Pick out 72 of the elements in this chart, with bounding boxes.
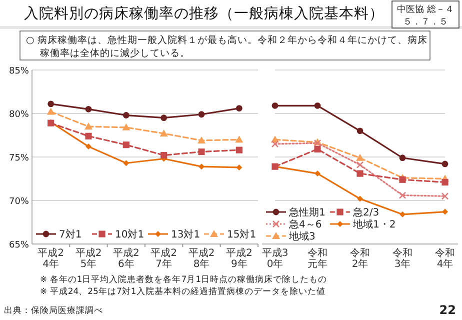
point — [356, 128, 364, 134]
y-tick-label: 75% — [8, 154, 30, 164]
x-tick-label: 令和3年 — [392, 247, 412, 270]
point — [271, 140, 279, 148]
point — [398, 192, 406, 199]
point — [399, 176, 406, 183]
y-tick-label: 70% — [8, 197, 30, 207]
x-tick-label: 平成24年 — [38, 247, 64, 270]
point — [160, 114, 168, 122]
point — [400, 211, 406, 218]
x-tick-label: 平成26年 — [112, 247, 140, 270]
source-note: 出典：保険局医療課調べ — [4, 305, 103, 316]
point — [314, 170, 320, 177]
x-tick-label: 令和元年 — [308, 247, 328, 270]
point — [356, 170, 364, 177]
legend-label: 10対1 — [115, 228, 144, 240]
point — [198, 148, 205, 156]
point — [122, 123, 130, 130]
x-tick-label: 平成30年 — [262, 247, 288, 270]
x-tick-label: 令和2年 — [350, 247, 370, 270]
x-tick-label: 平成25年 — [75, 247, 102, 270]
text: 22 — [439, 303, 456, 317]
point — [442, 160, 448, 168]
point — [236, 164, 242, 170]
legend-label: 急4～6 — [288, 218, 322, 230]
point — [314, 102, 321, 109]
x-tick-label: 平成27年 — [150, 247, 178, 270]
point — [236, 146, 242, 154]
legend-label: 15対1 — [227, 228, 256, 240]
point — [46, 108, 55, 115]
point — [236, 105, 242, 112]
point — [198, 136, 206, 144]
point — [198, 111, 205, 118]
point — [85, 132, 92, 140]
y-tick-label: 80% — [8, 110, 30, 120]
point — [198, 164, 204, 170]
y-tick-label: 85% — [8, 66, 30, 76]
point — [357, 196, 363, 202]
point — [356, 161, 364, 168]
chart-subtitle: ○ 病床稼働率は、急性期一般入院料１が最も高い。令和２年から令和４年にかけて、病床稼働率は全体的に減少している。 — [26, 34, 428, 59]
point — [272, 102, 278, 109]
point — [84, 122, 92, 130]
point — [160, 152, 168, 159]
point — [48, 100, 54, 108]
legend-label: 地域1・2 — [352, 218, 396, 230]
text: ※ 各年の1日平均入院患者数を各年7月1日時点の稼働病床で除したもの — [40, 274, 328, 285]
point — [356, 154, 364, 161]
point — [235, 136, 244, 143]
text: 中医協 総－４ — [397, 4, 454, 15]
point — [314, 146, 321, 152]
point — [442, 208, 448, 215]
point — [123, 160, 130, 166]
legend-label: 地域3 — [288, 230, 316, 242]
point — [122, 142, 130, 148]
y-tick-label: 65% — [8, 240, 30, 250]
point — [86, 144, 92, 150]
point — [442, 178, 448, 186]
point — [399, 154, 406, 162]
legend-label: 7対1 — [59, 228, 82, 240]
chart-title: 入院料別の病床稼働率の推移（一般病棟入院基本料） — [24, 5, 384, 22]
text: ※ 平成24、25年は7対1入院基本料の経過措置病棟のデータを除いた値 — [40, 286, 326, 297]
text: ５．７．５ — [403, 18, 448, 28]
legend-label: 13対1 — [171, 228, 200, 240]
x-tick-label: 平成28年 — [188, 247, 215, 270]
point — [160, 130, 168, 137]
legend-label: 急2/3 — [352, 206, 380, 218]
legend-label: 急性期1 — [288, 206, 326, 218]
x-tick-label: 令和4年 — [435, 247, 455, 270]
point — [441, 192, 449, 200]
point — [122, 112, 130, 118]
x-tick-label: 平成29年 — [226, 247, 252, 270]
point — [85, 106, 92, 112]
